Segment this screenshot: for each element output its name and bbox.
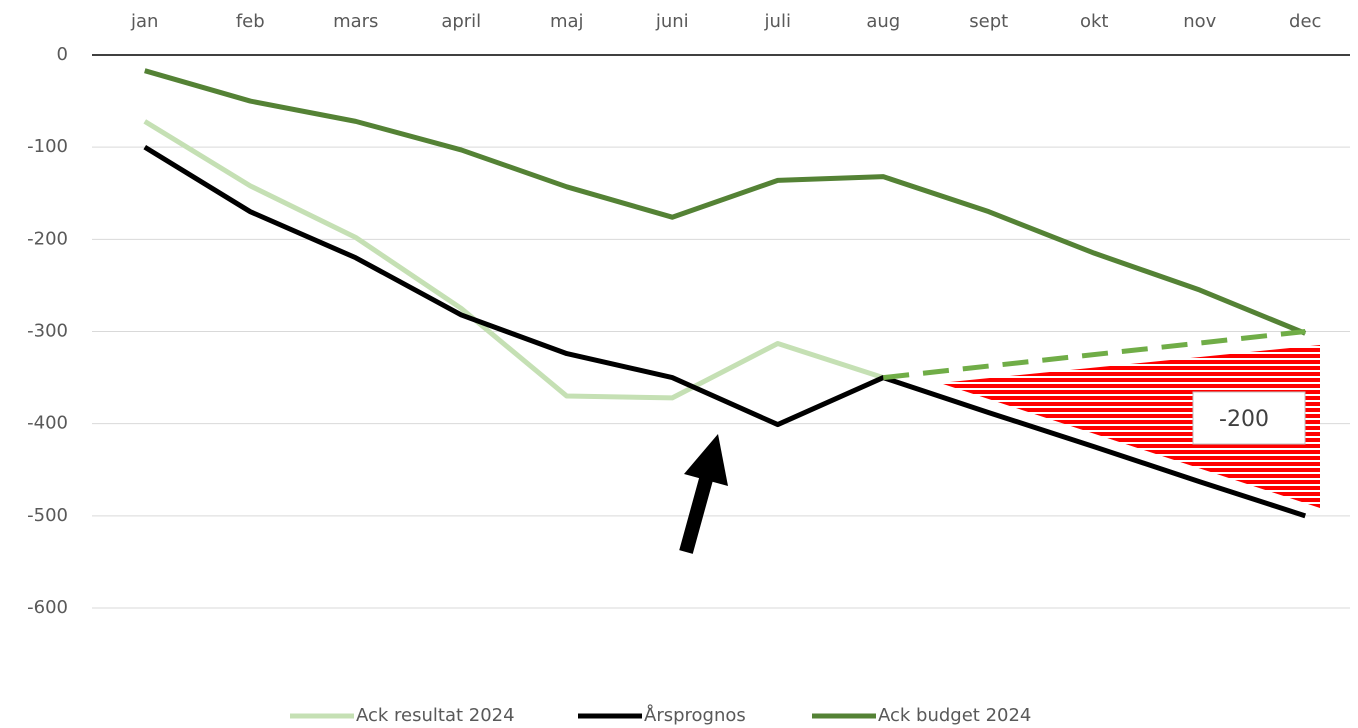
y-tick-label: -500 (27, 505, 68, 526)
arrow (679, 434, 728, 554)
annotation-box (1192, 391, 1306, 445)
x-tick-label: nov (1183, 11, 1216, 32)
y-tick-label: -100 (27, 136, 68, 157)
x-tick-label: april (441, 11, 481, 32)
y-tick-label: -300 (27, 321, 68, 342)
x-tick-label: mars (333, 11, 378, 32)
annotation: -200 (1219, 407, 1269, 432)
x-tick-label: dec (1289, 11, 1321, 32)
x-tick-label: sept (969, 11, 1008, 32)
gap-area (940, 345, 1320, 508)
y-tick-label: -600 (27, 597, 68, 618)
x-tick-label: maj (550, 11, 584, 32)
dashed-line (882, 329, 1306, 381)
x-tick-label: okt (1080, 11, 1109, 32)
series-line (143, 119, 885, 401)
plot-area: 0 -100 -200 -300 -400 -500 -600 jan feb mars april… (27, 11, 1350, 726)
legend-label: Ack resultat 2024 (356, 705, 515, 726)
x-tick-label: aug (866, 11, 900, 32)
legend-label: Årsprognos (644, 704, 746, 726)
series-line (144, 68, 1307, 336)
y-tick-label: -400 (27, 413, 68, 434)
y-tick-label: -200 (27, 228, 68, 249)
x-tick-label: juni (655, 11, 689, 32)
x-tick-label: jan (130, 11, 158, 32)
y-tick-label: 0 (57, 44, 68, 65)
series-line (143, 145, 1307, 519)
x-tick-label: feb (236, 11, 265, 32)
x-tick-label: juli (764, 11, 791, 32)
legend-label: Ack budget 2024 (878, 705, 1031, 726)
